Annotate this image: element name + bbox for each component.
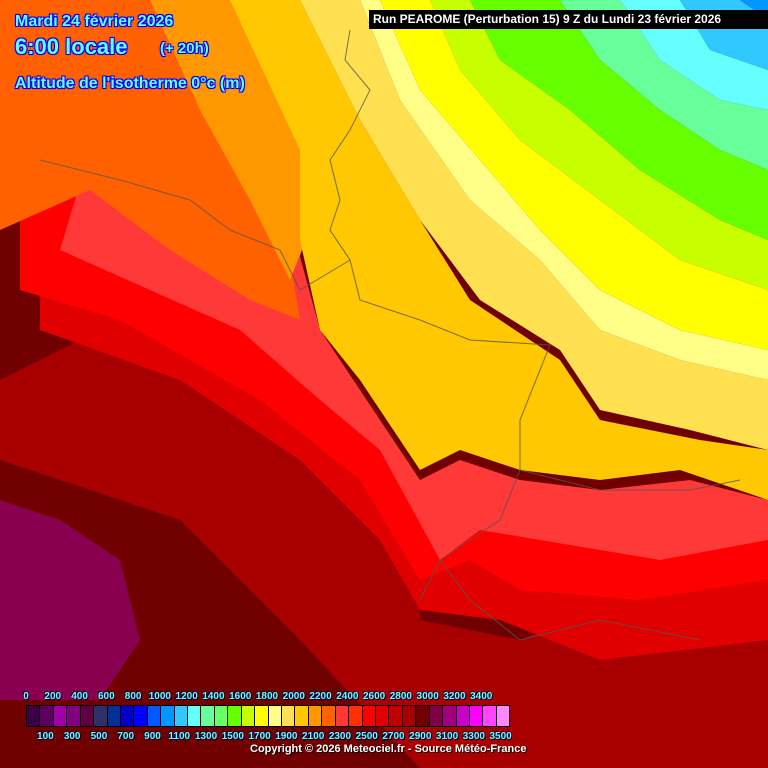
legend-label-bottom: 300 xyxy=(63,731,81,742)
legend-label-top: 1800 xyxy=(255,691,279,702)
copyright: Copyright © 2026 Meteociel.fr - Source M… xyxy=(250,743,527,755)
legend-swatch xyxy=(295,706,309,726)
legend-label-top: 2600 xyxy=(362,691,386,702)
zone-1000 xyxy=(430,0,768,290)
legend-swatch xyxy=(134,706,148,726)
legend-swatch xyxy=(402,706,417,726)
legend-swatch xyxy=(27,706,41,726)
legend-label-bottom: 1300 xyxy=(194,731,218,742)
zone-1100 xyxy=(380,0,768,350)
zone-900 xyxy=(470,0,768,240)
legend-swatch xyxy=(161,706,175,726)
legend-label-top: 1000 xyxy=(148,691,171,702)
legend-swatch xyxy=(228,706,242,726)
legend-label-top: 2400 xyxy=(336,691,359,702)
legend-label-top: 200 xyxy=(44,691,62,702)
legend-swatch xyxy=(40,706,54,726)
legend-label-bottom: 1900 xyxy=(275,731,298,742)
legend-label-bottom: 3100 xyxy=(435,731,459,742)
legend-label-bottom: 700 xyxy=(117,731,135,742)
legend-label-bottom: 2500 xyxy=(355,731,378,742)
legend-label-top: 3000 xyxy=(416,691,439,702)
legend-swatch xyxy=(201,706,215,726)
legend-label-top: 3400 xyxy=(470,691,493,702)
legend-label-bottom: 900 xyxy=(144,731,161,742)
run-info: Run PEAROME (Perturbation 15) 9 Z du Lun… xyxy=(369,10,768,29)
legend-swatch xyxy=(80,706,95,726)
parameter-title: Altitude de l'isotherme 0°c (m) xyxy=(15,75,245,92)
zone-3300 xyxy=(0,500,140,700)
legend-label-top: 2000 xyxy=(282,691,305,702)
forecast-time: 6:00 locale xyxy=(15,34,128,59)
legend-label-bottom: 2300 xyxy=(328,731,352,742)
legend-swatch xyxy=(53,706,68,726)
legend-swatch xyxy=(241,706,256,726)
forecast-lead-time: (+ 20h) xyxy=(160,40,209,57)
legend-label-top: 1200 xyxy=(175,691,198,702)
legend-swatch xyxy=(282,706,296,726)
forecast-date: Mardi 24 février 2026 xyxy=(15,13,174,30)
legend-swatch xyxy=(469,706,484,726)
zone-1300 xyxy=(360,0,768,380)
legend-swatch xyxy=(94,706,108,726)
legend-swatch xyxy=(120,706,135,726)
legend-label-top: 1400 xyxy=(202,691,225,702)
legend-swatch xyxy=(349,706,363,726)
legend-swatch xyxy=(429,706,444,726)
legend-label-top: 2800 xyxy=(389,691,412,702)
legend-label-bottom: 2100 xyxy=(302,731,325,742)
zone-2900 xyxy=(0,330,768,768)
legend-label-bottom: 3300 xyxy=(462,731,485,742)
legend-swatch xyxy=(362,706,376,726)
legend-label-top: 0 xyxy=(23,691,29,702)
legend-swatch xyxy=(375,706,390,726)
legend-swatch xyxy=(67,706,81,726)
legend-label-bottom: 2700 xyxy=(382,731,405,742)
legend-swatch xyxy=(416,706,430,726)
legend-label-top: 2200 xyxy=(309,691,332,702)
legend-label-top: 600 xyxy=(97,691,115,702)
legend-swatch xyxy=(107,706,121,726)
zone-2100 xyxy=(0,0,300,320)
legend-label-bottom: 3500 xyxy=(489,731,512,742)
legend-label-top: 800 xyxy=(124,691,142,702)
legend-swatch xyxy=(147,706,162,726)
zone-800 xyxy=(560,0,768,170)
legend-swatch xyxy=(174,706,189,726)
legend-swatch xyxy=(335,706,350,726)
legend-label-bottom: 1700 xyxy=(248,731,271,742)
legend-swatch xyxy=(308,706,323,726)
legend-swatch xyxy=(456,706,470,726)
legend-label-top: 400 xyxy=(71,691,88,702)
legend-swatch xyxy=(443,706,457,726)
color-legend xyxy=(26,705,510,727)
legend-swatch xyxy=(389,706,403,726)
legend-swatch xyxy=(255,706,269,726)
legend-label-bottom: 500 xyxy=(90,731,108,742)
legend-label-top: 3200 xyxy=(443,691,466,702)
legend-label-bottom: 1500 xyxy=(221,731,244,742)
legend-swatch xyxy=(268,706,283,726)
legend-label-bottom: 1100 xyxy=(168,731,191,742)
legend-label-top: 1600 xyxy=(229,691,252,702)
legend-swatch xyxy=(322,706,336,726)
zone-1700 xyxy=(230,0,768,500)
legend-swatch xyxy=(214,706,229,726)
country-borders xyxy=(39,29,741,641)
legend-swatch xyxy=(483,706,497,726)
legend-swatch xyxy=(496,706,510,726)
legend-swatch xyxy=(188,706,202,726)
legend-label-bottom: 2900 xyxy=(409,731,432,742)
legend-label-bottom: 100 xyxy=(37,731,54,742)
zone-1500 xyxy=(300,0,768,450)
